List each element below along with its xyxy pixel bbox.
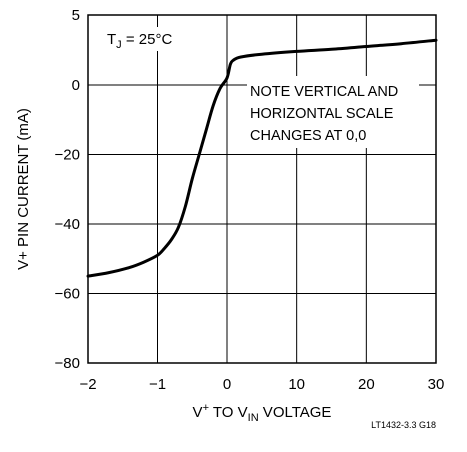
- x-tick-label: 30: [428, 376, 445, 393]
- x-tick-label: 20: [358, 376, 375, 393]
- x-tick-labels: −2 −1 0 10 20 30: [79, 376, 444, 393]
- y-axis-label: V+ PIN CURRENT (mA): [15, 108, 32, 270]
- plot-frame: [87, 14, 437, 364]
- condition-label: TJ = 25°C: [107, 31, 172, 51]
- y-tick-label: 5: [72, 7, 80, 24]
- y-tick-label: −40: [55, 216, 80, 233]
- figure-id: LT1432-3.3 G18: [371, 420, 436, 430]
- grid-lines: [88, 15, 436, 363]
- series-line: [86, 38, 438, 278]
- y-tick-label: 0: [72, 77, 80, 94]
- x-tick-label: −2: [79, 376, 96, 393]
- scale-note-line-3: CHANGES AT 0,0: [250, 128, 366, 144]
- y-tick-label: −60: [55, 286, 80, 303]
- scale-note-line-1: NOTE VERTICAL AND: [250, 84, 398, 100]
- x-axis-label: V+ TO VIN VOLTAGE: [193, 402, 332, 424]
- note-background: [247, 76, 419, 148]
- y-tick-label: −80: [55, 355, 80, 372]
- scale-note-line-2: HORIZONTAL SCALE: [250, 106, 394, 122]
- x-tick-label: −1: [149, 376, 166, 393]
- y-tick-label: −20: [55, 147, 80, 164]
- condition-label-background: [104, 27, 186, 51]
- y-tick-labels: 5 0 −20 −40 −60 −80: [55, 7, 80, 372]
- x-tick-label: 10: [288, 376, 305, 393]
- x-tick-label: 0: [223, 376, 231, 393]
